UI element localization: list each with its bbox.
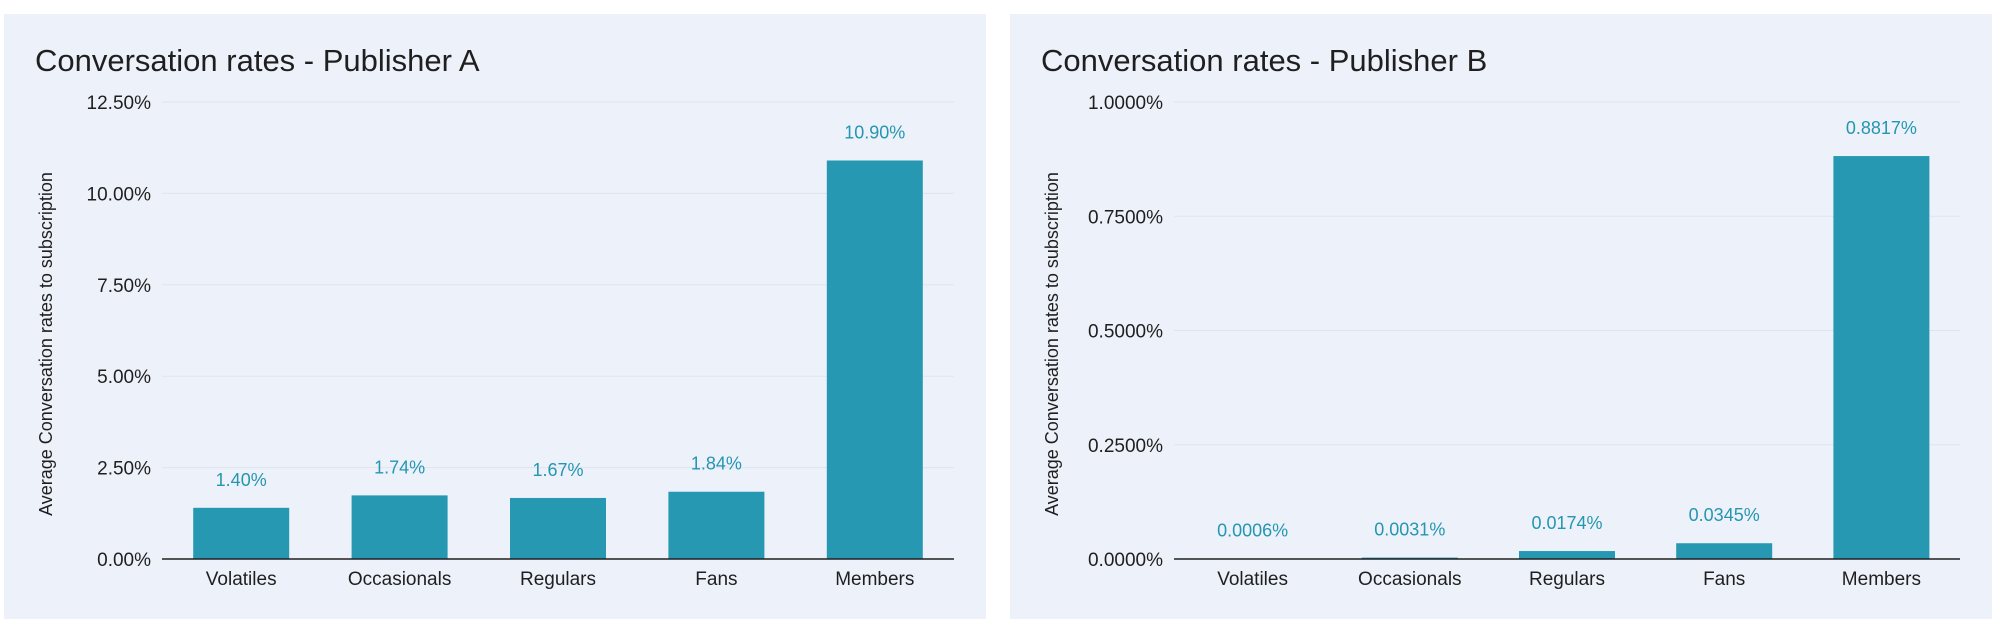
x-tick-label: Regulars (520, 569, 596, 590)
value-labels: 0.0006% 0.0031% 0.0174% 0.0345% 0.8817% (1217, 118, 1917, 541)
bar (826, 160, 923, 559)
chart-panel-publisher-b: Conversation rates - Publisher B Average… (1010, 14, 1992, 619)
x-tick-label: Occasionals (1358, 569, 1462, 590)
y-tick-label: 0.2500% (1088, 436, 1163, 457)
x-tick-label: Fans (1703, 569, 1745, 590)
x-tick-label: Volatiles (1217, 569, 1288, 590)
y-axis-ticks: 0.00% 2.50% 5.00% 7.50% 10.00% 12.50% (87, 93, 152, 571)
data-label: 0.0174% (1531, 513, 1602, 533)
y-tick-label: 10.00% (87, 184, 152, 205)
gridlines (162, 101, 954, 469)
data-label: 0.0345% (1689, 505, 1760, 525)
y-axis-ticks: 0.0000% 0.2500% 0.5000% 0.7500% 1.0000% (1088, 93, 1163, 571)
y-axis-label: Average Conversation rates to subscripti… (36, 172, 56, 516)
y-tick-label: 1.0000% (1088, 93, 1163, 114)
x-axis-categories: Volatiles Occasionals Regulars Fans Members (1217, 569, 1921, 590)
y-tick-label: 0.0000% (1088, 550, 1163, 571)
chart-panel-publisher-a: Conversation rates - Publisher A Average… (4, 14, 986, 619)
bars (193, 160, 923, 559)
y-tick-label: 2.50% (97, 459, 151, 480)
x-tick-label: Members (1842, 569, 1921, 590)
chart-title: Conversation rates - Publisher B (1041, 43, 1487, 78)
bar (351, 495, 448, 559)
bars (1204, 156, 1930, 559)
x-tick-label: Occasionals (348, 569, 452, 590)
data-label: 10.90% (844, 122, 905, 142)
data-label: 1.84% (691, 454, 742, 474)
chart-title: Conversation rates - Publisher A (35, 43, 480, 78)
x-axis-categories: Volatiles Occasionals Regulars Fans Members (206, 569, 915, 590)
bar-chart-publisher-a: Conversation rates - Publisher A Average… (35, 43, 954, 590)
bar (1519, 551, 1615, 559)
x-tick-label: Members (835, 569, 914, 590)
y-tick-label: 0.5000% (1088, 322, 1163, 343)
bar (668, 491, 765, 559)
y-tick-label: 7.50% (97, 276, 151, 297)
data-label: 0.0031% (1374, 520, 1445, 540)
value-labels: 1.40% 1.74% 1.67% 1.84% 10.90% (216, 122, 906, 489)
bar-chart-publisher-b: Conversation rates - Publisher B Average… (1041, 43, 1960, 590)
gridlines (1174, 101, 1960, 446)
x-tick-label: Regulars (1529, 569, 1605, 590)
x-tick-label: Fans (695, 569, 737, 590)
y-axis-label: Average Conversation rates to subscripti… (1042, 172, 1062, 516)
y-tick-label: 0.00% (97, 550, 151, 571)
bar (1676, 543, 1773, 559)
data-label: 1.74% (374, 457, 425, 477)
data-label: 0.0006% (1217, 521, 1288, 541)
y-tick-label: 5.00% (97, 367, 151, 388)
bar (510, 497, 606, 559)
data-label: 0.8817% (1846, 118, 1917, 138)
data-label: 1.67% (532, 460, 583, 480)
bar (1833, 156, 1930, 559)
x-tick-label: Volatiles (206, 569, 277, 590)
y-tick-label: 0.7500% (1088, 207, 1163, 228)
data-label: 1.40% (216, 470, 267, 490)
bar (193, 507, 290, 559)
y-tick-label: 12.50% (87, 93, 152, 114)
